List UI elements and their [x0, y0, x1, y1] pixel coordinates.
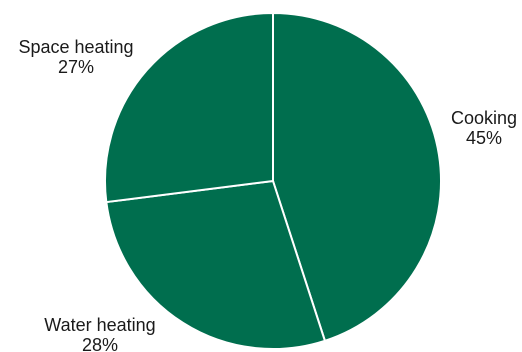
value-label: 28% — [82, 335, 118, 352]
category-label: Space heating — [18, 37, 133, 57]
category-label: Cooking — [451, 108, 517, 128]
value-label: 45% — [466, 128, 502, 148]
category-label: Water heating — [44, 315, 155, 335]
pie-slices — [103, 11, 442, 351]
pie-slice-space-heating — [103, 11, 274, 204]
pie-slice-water-heating — [105, 179, 327, 351]
value-label: 27% — [58, 57, 94, 77]
pie-slice-cooking — [272, 11, 442, 343]
